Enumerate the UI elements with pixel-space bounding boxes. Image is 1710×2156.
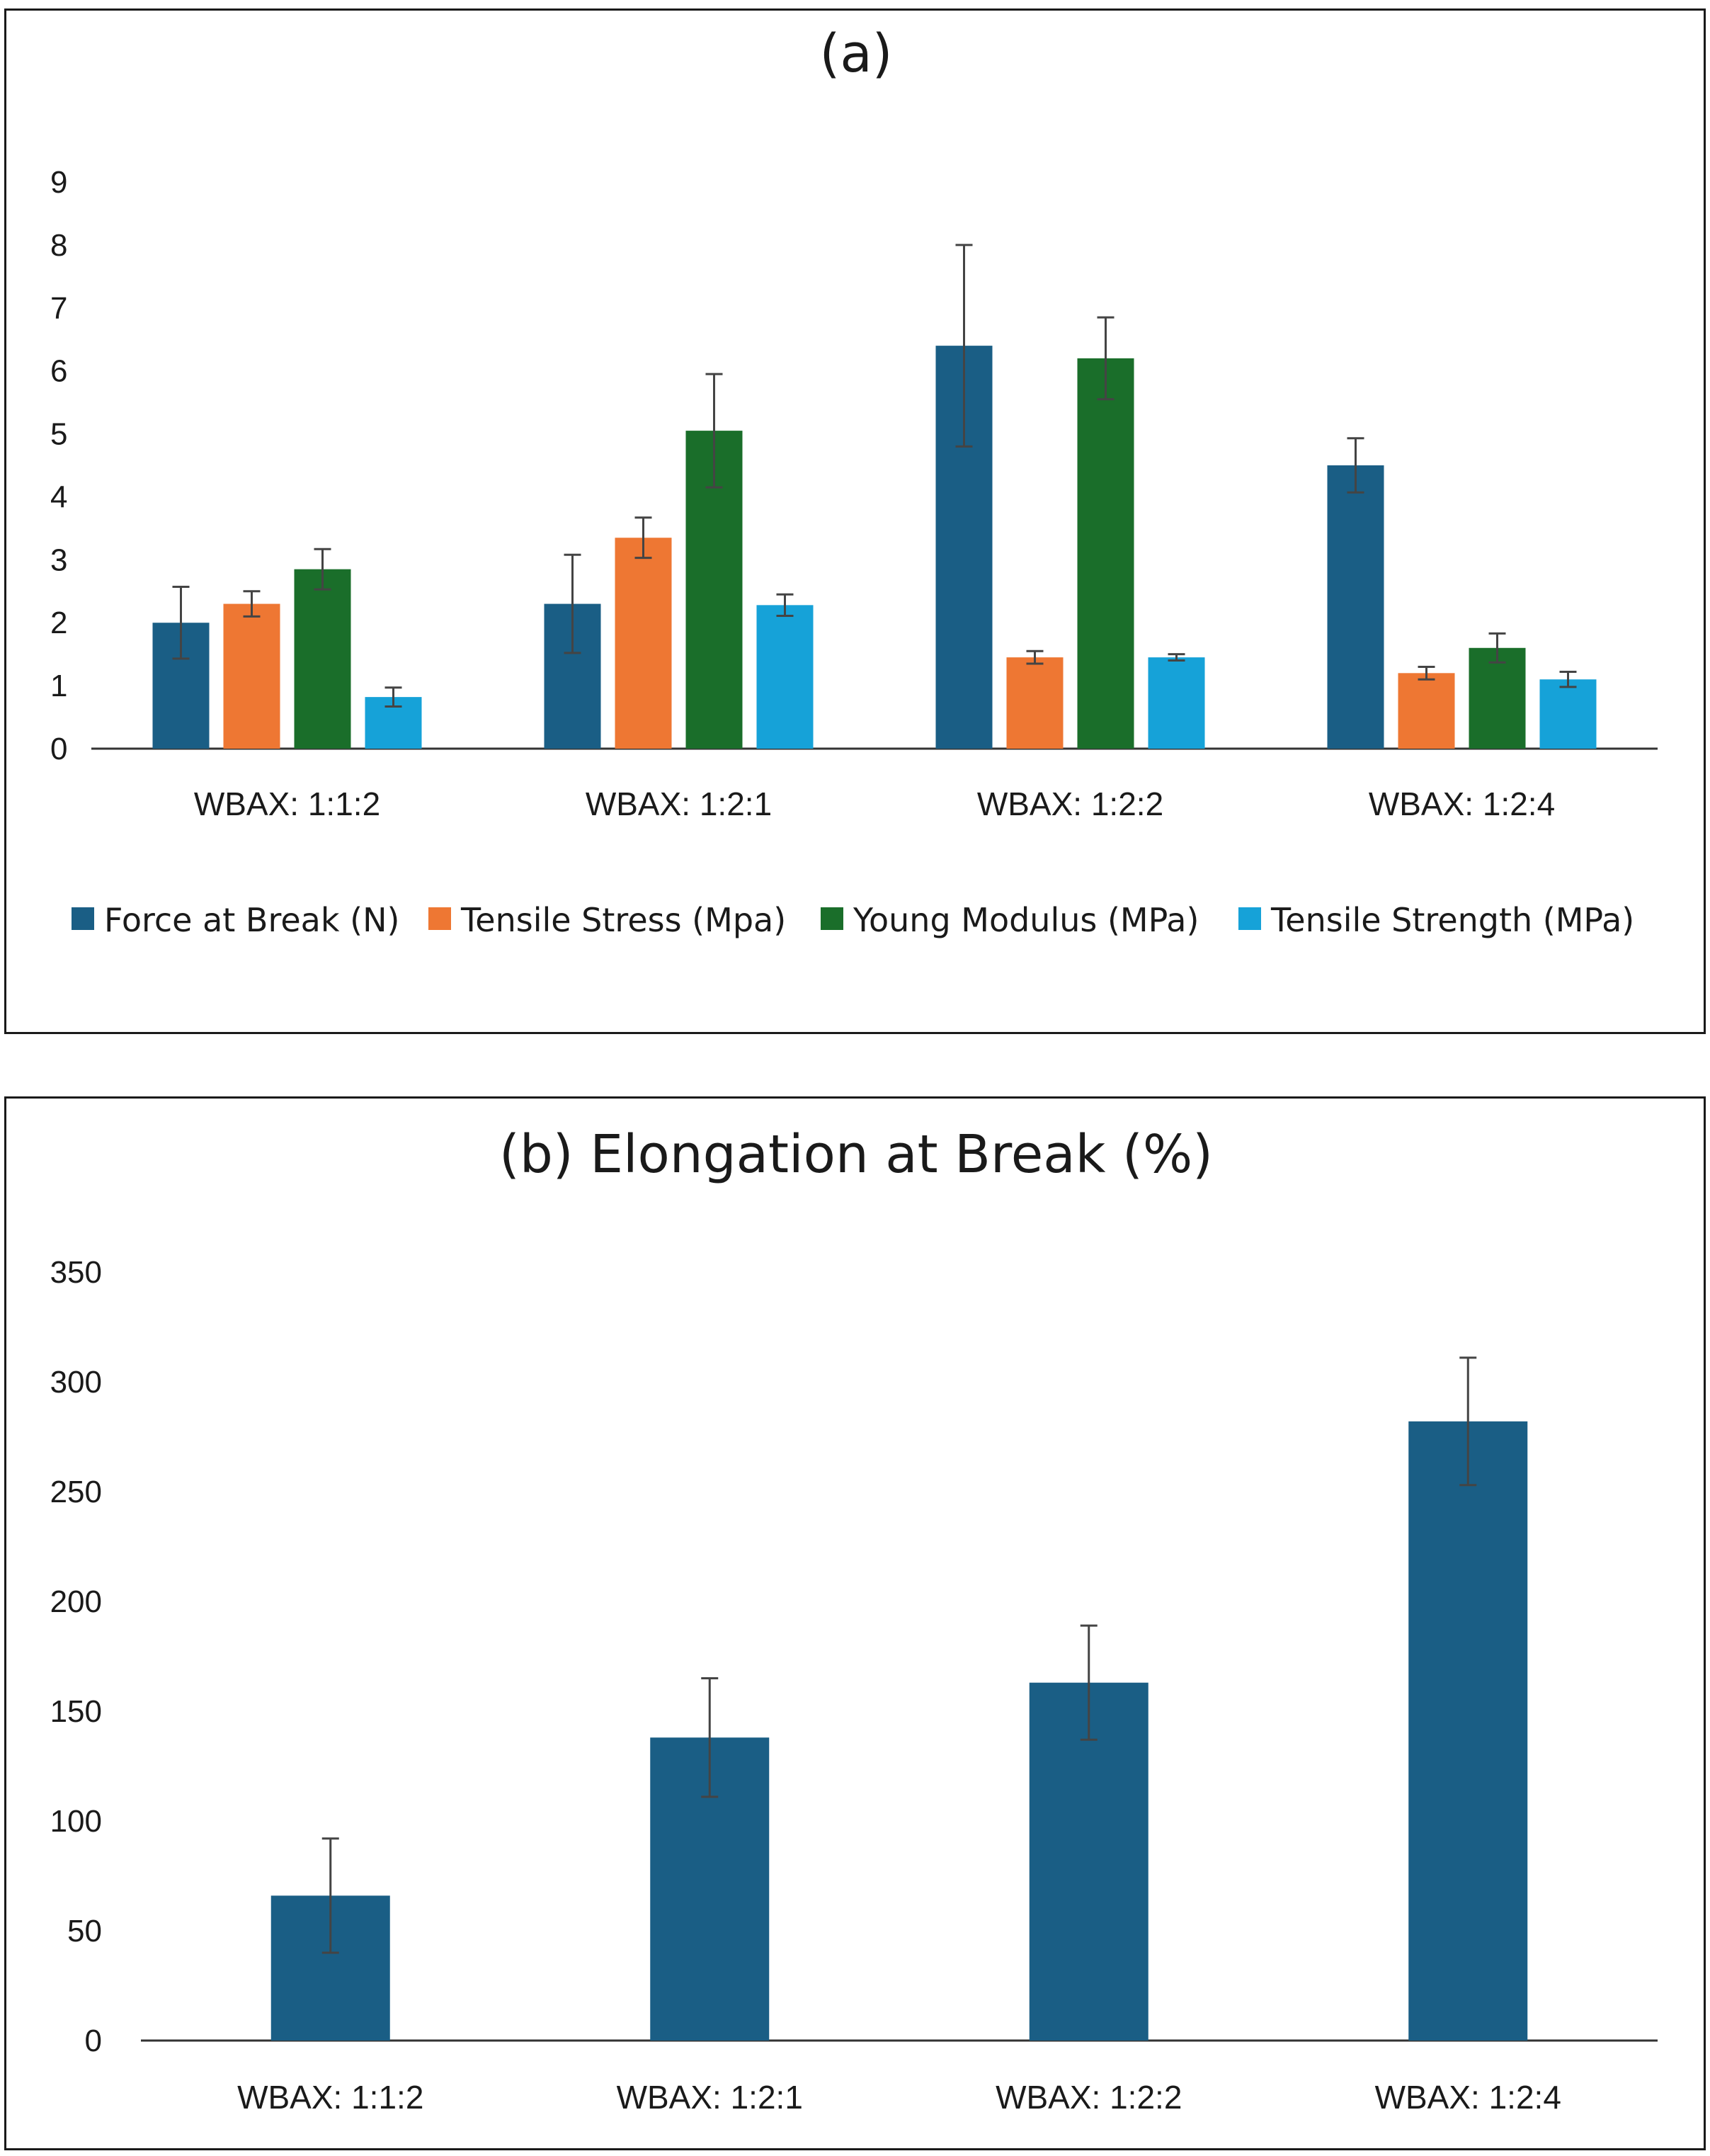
bar-tensile-stress-mpa-2 [615, 538, 672, 749]
legend-label-tensile-stress-mpa: Tensile Stress (Mpa) [460, 901, 786, 939]
y-tick-label: 350 [50, 1255, 102, 1290]
x-category-label: WBAX: 1:1:2 [194, 785, 380, 822]
bar-young-modulus-mpa-3 [1077, 358, 1134, 749]
y-tick-label: 6 [50, 354, 67, 389]
legend-swatch-tensile-strength-mpa [1238, 907, 1261, 930]
x-category-label: WBAX: 1:2:2 [996, 2079, 1182, 2116]
y-tick-label: 150 [50, 1694, 102, 1729]
bar-tensile-strength-mpa-4 [1539, 679, 1597, 749]
y-tick-label: 0 [50, 732, 67, 766]
y-tick-label: 300 [50, 1365, 102, 1400]
legend-swatch-young-modulus-mpa [821, 907, 843, 930]
x-category-label: WBAX: 1:2:4 [1375, 2079, 1561, 2116]
y-tick-label: 0 [85, 2024, 102, 2058]
chart-panel-a: (a) 0 1 2 3 4 5 6 7 8 9 WBAX: 1:1:2 WBAX: 1:2:1 WBAX:… [4, 8, 1706, 1034]
y-tick-label: 3 [50, 543, 67, 577]
chart-panel-b: (b) Elongation at Break (%) 0 50 100 150 200 2… [4, 1096, 1706, 2150]
chart-b-canvas: (b) Elongation at Break (%) 0 50 100 150 200 2… [50, 1124, 1658, 2116]
x-category-label: WBAX: 1:2:1 [586, 785, 772, 822]
bar-elongation-at-break-4 [1408, 1421, 1528, 2041]
y-tick-label: 250 [50, 1475, 102, 1509]
bar-elongation-at-break-3 [1029, 1682, 1148, 2041]
chart-title: (a) [819, 23, 892, 84]
y-tick-label: 2 [50, 606, 67, 640]
x-category-label: WBAX: 1:2:1 [617, 2079, 803, 2116]
legend-swatch-force-at-break-n [72, 907, 94, 930]
bar-young-modulus-mpa-4 [1469, 647, 1526, 749]
y-tick-label: 8 [50, 228, 67, 263]
legend-swatch-tensile-stress-mpa [428, 907, 451, 930]
chart-title: (b) Elongation at Break (%) [499, 1124, 1213, 1185]
bar-force-at-break-n-4 [1327, 465, 1384, 749]
legend-label-force-at-break-n: Force at Break (N) [104, 901, 399, 939]
bar-tensile-stress-mpa-3 [1006, 657, 1064, 749]
y-tick-label: 200 [50, 1584, 102, 1619]
y-tick-label: 5 [50, 417, 67, 452]
bar-tensile-stress-mpa-4 [1398, 673, 1455, 749]
y-tick-label: 50 [67, 1914, 102, 1948]
bar-tensile-stress-mpa-1 [223, 603, 280, 749]
x-category-label: WBAX: 1:2:2 [977, 785, 1163, 822]
y-tick-label: 100 [50, 1804, 102, 1839]
chart-a-canvas: (a) 0 1 2 3 4 5 6 7 8 9 WBAX: 1:1:2 WBAX: 1:2:1 WBAX:… [50, 23, 1658, 939]
legend-label-young-modulus-mpa: Young Modulus (MPa) [853, 901, 1199, 939]
y-tick-label: 4 [50, 480, 67, 514]
legend-label-tensile-strength-mpa: Tensile Strength (MPa) [1270, 901, 1634, 939]
y-tick-label: 9 [50, 165, 67, 200]
y-tick-label: 1 [50, 669, 67, 703]
x-category-label: WBAX: 1:2:4 [1369, 785, 1555, 822]
bar-tensile-strength-mpa-2 [756, 605, 814, 749]
bar-tensile-strength-mpa-3 [1148, 657, 1205, 749]
y-tick-label: 7 [50, 291, 67, 326]
bar-young-modulus-mpa-1 [294, 569, 351, 749]
x-category-label: WBAX: 1:1:2 [237, 2079, 423, 2116]
